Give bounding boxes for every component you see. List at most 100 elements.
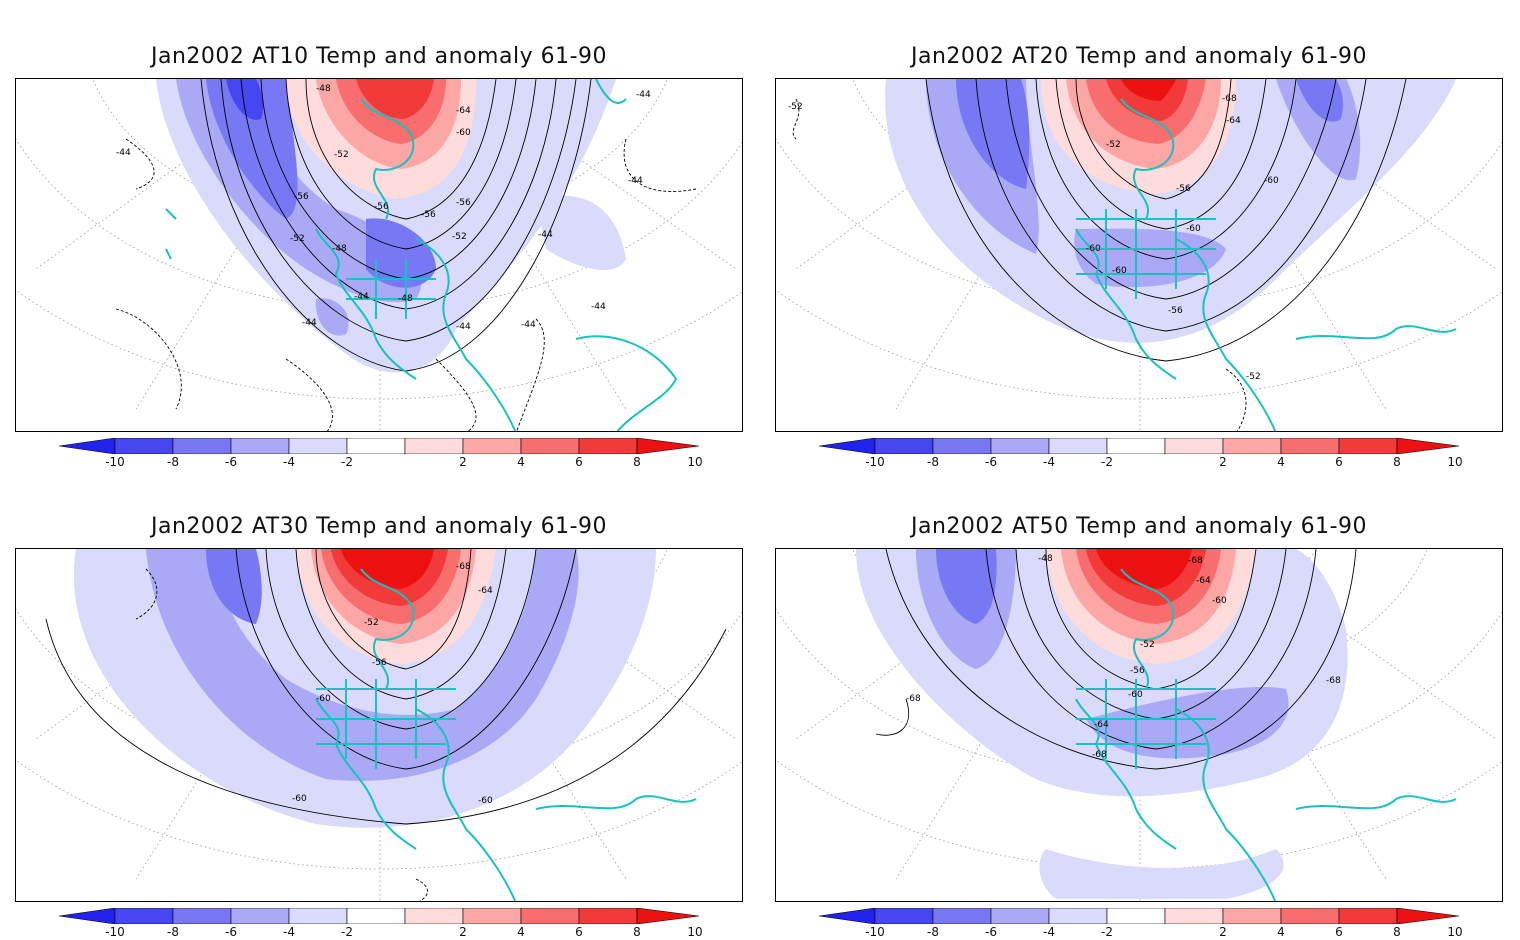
svg-text:-48: -48: [398, 294, 413, 304]
colorbar-segment: [172, 907, 232, 925]
anomaly-positive: [296, 549, 496, 664]
svg-text:-64: -64: [478, 586, 493, 596]
colorbar-segment: [990, 437, 1050, 455]
svg-text:-60: -60: [1264, 176, 1279, 186]
colorbar-tick-label: -2: [341, 455, 353, 469]
colorbar-segment: [462, 437, 522, 455]
colorbar: -10 -8 -6 -4 -2 2 4 6 8 10: [818, 907, 1463, 940]
svg-text:-56: -56: [421, 210, 436, 220]
colorbar-tick-label: -8: [167, 455, 179, 469]
contour-labels: -52 -68 -64 -52 -56 -60 -60 -60 -60 -56 …: [788, 94, 1279, 382]
svg-text:-56: -56: [456, 198, 471, 208]
svg-text:-68: -68: [1222, 94, 1237, 104]
svg-text:-64: -64: [456, 106, 471, 116]
map-at50: -48 -68 -64 -60 -52 -56 -60 -68 -64 -68 …: [775, 548, 1503, 902]
colorbar-tick-label: 10: [1447, 925, 1463, 939]
colorbar-segment: [404, 907, 464, 925]
colorbar-tick-label: -10: [865, 925, 885, 939]
colorbar-tick-label: 6: [575, 925, 583, 939]
colorbar-segment: [288, 437, 348, 455]
colorbar-segment: [230, 437, 290, 455]
colorbar-tick-label: 4: [1277, 925, 1285, 939]
svg-text:-60: -60: [1128, 690, 1143, 700]
colorbar-tick-label: 10: [687, 455, 703, 469]
anomaly-negative: [156, 79, 626, 373]
panel-title: Jan2002 AT10 Temp and anomaly 61-90: [150, 44, 608, 69]
svg-text:-52: -52: [1246, 372, 1261, 382]
colorbar-tick-label: 2: [459, 455, 467, 469]
colorbar-segment: [114, 907, 174, 925]
colorbar-segment: [346, 437, 406, 455]
colorbar-tick-label: -10: [105, 925, 125, 939]
colorbar-tick-label: -10: [865, 455, 885, 469]
colorbar-segment: [520, 907, 580, 925]
colorbar-segment: [1280, 437, 1340, 455]
svg-text:-64: -64: [1226, 116, 1241, 126]
colorbar-svg: [58, 437, 700, 455]
colorbar-tick-label: 6: [575, 455, 583, 469]
colorbar-segment: [874, 907, 934, 925]
colorbar-tick-label: -2: [1101, 455, 1113, 469]
colorbar-tick-label: -6: [985, 455, 997, 469]
colorbar-arrow-high: [636, 437, 700, 455]
colorbar-svg: [58, 907, 700, 925]
colorbar-tick-label: 10: [687, 925, 703, 939]
svg-text:-48: -48: [1038, 554, 1053, 564]
coastline: [1075, 98, 1457, 431]
svg-text:-52: -52: [788, 102, 803, 112]
colorbar-segment: [172, 437, 232, 455]
svg-text:-64: -64: [1094, 720, 1109, 730]
colorbar-segment: [230, 907, 290, 925]
isotherms: [45, 549, 727, 825]
colorbar-tick-label: 6: [1335, 925, 1343, 939]
colorbar: -10 -8 -6 -4 -2 2 4 6 8 10: [818, 437, 1463, 470]
svg-text:-56: -56: [374, 202, 389, 212]
colorbar-tick-label: 4: [517, 925, 525, 939]
coastline: [165, 79, 678, 431]
colorbar-tick-label: -4: [283, 455, 295, 469]
svg-text:-44: -44: [116, 148, 131, 158]
svg-text:-68: -68: [1188, 556, 1203, 566]
colorbar-tick-label: 6: [1335, 455, 1343, 469]
svg-text:-44: -44: [591, 302, 606, 312]
panel-title: Jan2002 AT50 Temp and anomaly 61-90: [910, 514, 1368, 539]
contour-labels: -68 -64 -52 -56 -60 -60 -60: [292, 562, 493, 806]
svg-text:-44: -44: [636, 90, 651, 100]
colorbar-tick-label: -2: [1101, 925, 1113, 939]
colorbar-tick-label: -4: [283, 925, 295, 939]
map-at30: -68 -64 -52 -56 -60 -60 -60: [15, 548, 743, 902]
coastline: [315, 568, 697, 901]
colorbar-segment: [932, 907, 992, 925]
colorbar-tick-label: -4: [1043, 455, 1055, 469]
colorbar-segment: [1106, 437, 1166, 455]
svg-text:-56: -56: [1130, 666, 1145, 676]
svg-text:-52: -52: [1140, 640, 1155, 650]
map-at10: -48 -64 -60 -44 -44 -52 -56 -56 -56 -56 …: [15, 78, 743, 432]
colorbar-tick-label: 8: [1393, 925, 1401, 939]
colorbar-segment: [520, 437, 580, 455]
colorbar-tick-label: 4: [517, 455, 525, 469]
svg-text:-52: -52: [364, 618, 379, 628]
colorbar-arrow-low: [58, 437, 116, 455]
colorbar-tick-label: 8: [633, 455, 641, 469]
colorbar-tick-label: -4: [1043, 925, 1055, 939]
svg-text:-44: -44: [538, 230, 553, 240]
colorbar-segment: [1338, 437, 1398, 455]
colorbar-svg: [818, 437, 1460, 455]
svg-text:-44: -44: [302, 318, 317, 328]
colorbar-segment: [114, 437, 174, 455]
svg-text:-52: -52: [1106, 140, 1121, 150]
colorbar-tick-label: 10: [1447, 455, 1463, 469]
colorbar-arrow-low: [58, 907, 116, 925]
svg-text:-52: -52: [290, 234, 305, 244]
colorbar-tick-label: -10: [105, 455, 125, 469]
colorbar-tick-label: -6: [985, 925, 997, 939]
svg-text:-60: -60: [292, 794, 307, 804]
colorbar-tick-label: 4: [1277, 455, 1285, 469]
colorbar-arrow-high: [1396, 437, 1460, 455]
anomaly-positive: [1041, 79, 1236, 194]
svg-text:-60: -60: [1212, 596, 1227, 606]
isotherms-dashed: [135, 568, 428, 901]
svg-text:-64: -64: [1196, 576, 1211, 586]
svg-text:-60: -60: [1186, 224, 1201, 234]
